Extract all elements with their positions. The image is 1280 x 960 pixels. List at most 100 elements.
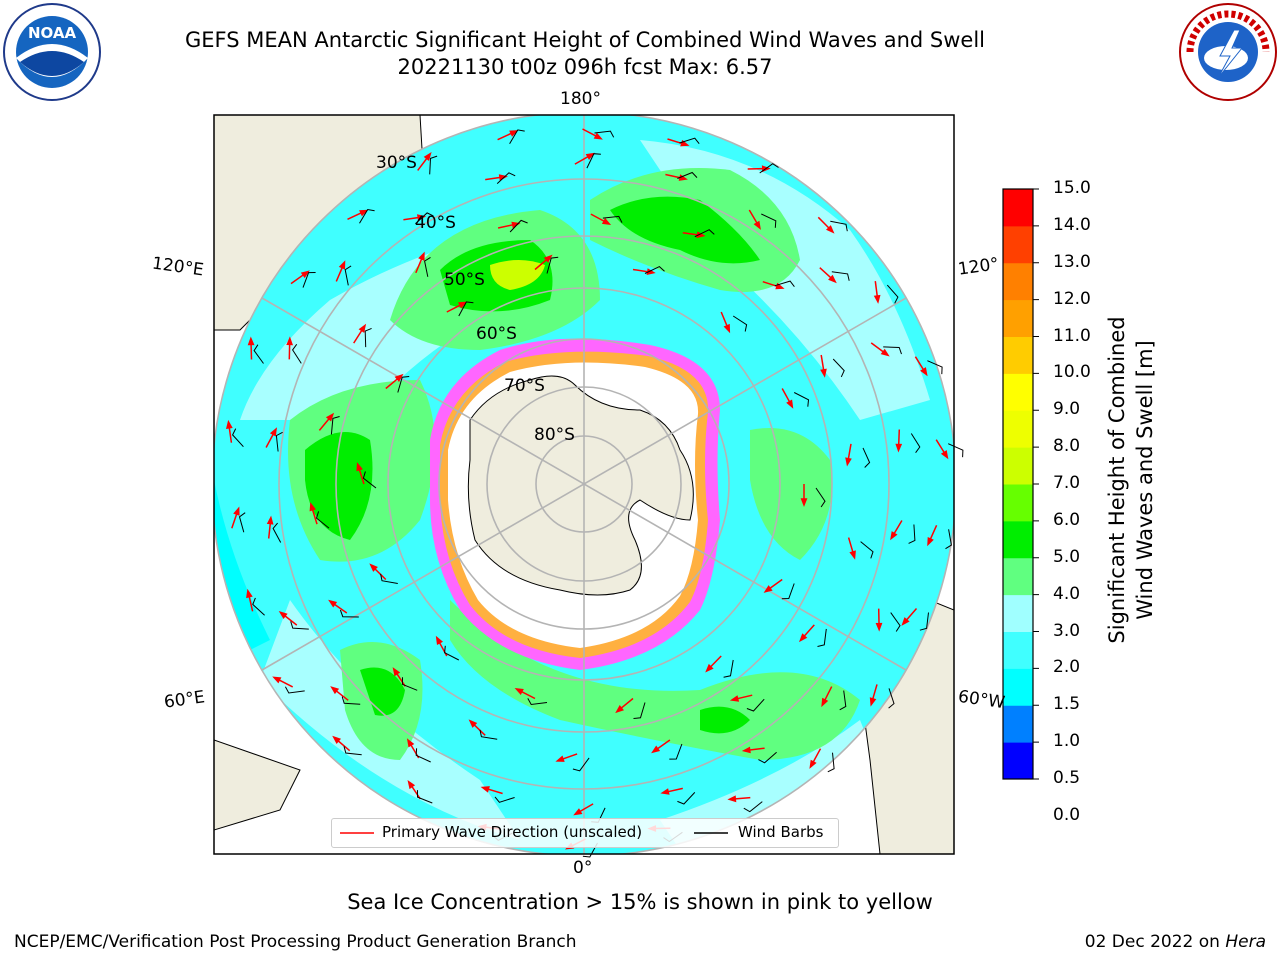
wave-arrow-head xyxy=(543,254,553,263)
lon-label-0: 0° xyxy=(573,858,593,878)
wave-arrow-head xyxy=(247,336,255,346)
wind-barb xyxy=(694,229,715,238)
wind-barb xyxy=(832,358,845,378)
footer-date: 02 Dec 2022 on Hera xyxy=(1084,932,1266,952)
africa-land xyxy=(214,739,301,831)
wave-arrow-head xyxy=(849,550,856,560)
wave-legend-label: Primary Wave Direction (unscaled) xyxy=(382,823,643,841)
wind-barb xyxy=(527,698,548,706)
wind-barb xyxy=(723,659,734,678)
wave-arrow-head xyxy=(920,367,928,377)
wind-barb xyxy=(815,487,826,508)
wind-barb xyxy=(302,272,316,288)
wave-arrow-head xyxy=(309,502,316,512)
wind-barb xyxy=(401,677,418,691)
wave-arrow-head xyxy=(821,697,829,708)
wind-barb xyxy=(862,447,871,468)
colorbar-segment xyxy=(1003,520,1033,559)
wave-arrow-head xyxy=(723,323,731,334)
wave-arrow-head xyxy=(875,622,883,632)
wind-barb xyxy=(444,645,460,661)
wind-barb xyxy=(397,376,410,393)
wave-arrow-head xyxy=(369,563,378,572)
wind-barb xyxy=(743,801,763,813)
wind-barb xyxy=(774,280,795,288)
wave-arrow-head xyxy=(741,746,751,754)
colorbar-tick-label: 14.0 xyxy=(1053,214,1091,235)
wind-barb xyxy=(831,271,850,281)
colorbar-tick-label: 8.0 xyxy=(1053,436,1081,457)
wind-barb xyxy=(947,443,964,458)
wind-barb xyxy=(669,743,683,760)
wind-barb xyxy=(494,796,515,803)
colorbar-segment xyxy=(1003,484,1033,522)
wave-arrow-head xyxy=(286,336,293,346)
noaa-logo-text: NOAA xyxy=(28,24,77,42)
wave-arrow-head xyxy=(927,537,934,547)
colorbar-tick-label: 6.0 xyxy=(1053,509,1081,530)
wave-arrow-head xyxy=(435,635,443,645)
wind-barb xyxy=(252,597,265,616)
svg-text:Significant Height of Combined: Significant Height of Combined xyxy=(1105,316,1129,643)
wind-barb xyxy=(417,790,433,804)
wave-arrow-head xyxy=(394,373,404,382)
wind-legend-label: Wind Barbs xyxy=(738,823,824,841)
colorbar-segment xyxy=(1003,447,1033,485)
wind-barb xyxy=(339,609,359,618)
wave-arrow-head xyxy=(826,225,835,234)
wind-barb xyxy=(272,522,282,543)
wave-arrow-head xyxy=(940,450,949,460)
colorbar-segment xyxy=(1003,410,1033,448)
wave-arrow-head xyxy=(468,719,478,728)
chart-subtitle: 20221130 t00z 096h fcst Max: 6.57 xyxy=(397,55,773,79)
chart-title: GEFS MEAN Antarctic Significant Height o… xyxy=(184,28,986,52)
wind-barb xyxy=(827,752,835,773)
colorbar-segment xyxy=(1003,189,1033,227)
lat-label-60s: 60°S xyxy=(476,324,517,344)
wave-arrow-head xyxy=(763,585,773,593)
wave-arrow-head xyxy=(727,795,737,803)
wind-barb xyxy=(594,130,615,138)
wave-arrow-head xyxy=(358,323,367,333)
wave-arrow-head xyxy=(901,617,910,626)
wind-barb xyxy=(429,155,438,175)
wave-arrow-head xyxy=(828,274,837,284)
wind-barb xyxy=(344,265,352,286)
wind-barb xyxy=(759,163,779,174)
lat-label-30s: 30°S xyxy=(376,153,417,173)
wind-barb xyxy=(890,612,901,632)
wind-barb xyxy=(927,360,943,375)
colorbar-tick-label: 0.0 xyxy=(1053,804,1081,825)
wave-arrow-head xyxy=(593,132,603,140)
colorbar-tick-label: 5.0 xyxy=(1053,546,1081,567)
wind-barb xyxy=(781,583,795,600)
wave-arrow-head xyxy=(328,599,338,608)
wave-arrow-head xyxy=(895,443,903,453)
wave-arrow-head xyxy=(869,697,877,707)
wave-arrow-head xyxy=(226,419,233,429)
wave-arrow-head xyxy=(615,705,624,714)
wave-arrow-head xyxy=(680,139,690,147)
wind-barb xyxy=(509,129,525,144)
wave-arrow-head xyxy=(880,348,890,357)
wind-barb xyxy=(275,431,283,452)
wind-barb xyxy=(458,301,474,317)
wave-legend-swatch xyxy=(340,832,374,834)
wave-arrow-head xyxy=(660,788,670,795)
map-legend: Primary Wave Direction (unscaled) Wind B… xyxy=(331,818,839,848)
wind-barb xyxy=(424,256,431,277)
wave-arrow-head xyxy=(325,412,335,422)
wave-arrow-head xyxy=(407,780,416,790)
wind-barb xyxy=(758,751,777,764)
wave-arrow-head xyxy=(406,738,415,748)
wave-direction-arrows xyxy=(226,128,949,850)
wind-barb xyxy=(415,748,431,763)
wind-barb xyxy=(359,208,375,224)
wave-arrow-head xyxy=(246,588,253,599)
wave-arrow-head xyxy=(573,808,583,816)
wind-barb xyxy=(479,729,498,740)
wave-arrow-head xyxy=(729,695,740,702)
wind-barb xyxy=(602,215,623,223)
wind-barb xyxy=(586,153,601,169)
lon-label-180: 180° xyxy=(560,89,601,109)
